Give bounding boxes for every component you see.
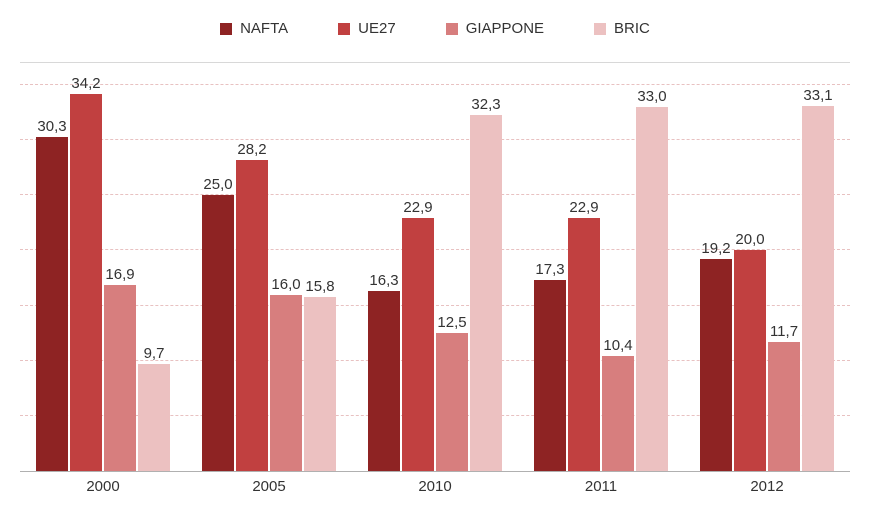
group-2010: 16,3 22,9 12,5 32,3 — [352, 63, 518, 471]
legend-swatch-bric — [594, 23, 606, 35]
x-label: 2011 — [518, 478, 684, 495]
legend: NAFTA UE27 GIAPPONE BRIC — [20, 20, 850, 37]
bar-giappone — [270, 295, 302, 471]
group-2011: 17,3 22,9 10,4 33,0 — [518, 63, 684, 471]
bar-bric — [138, 364, 170, 471]
bar-label: 16,3 — [369, 272, 398, 289]
legend-label-nafta: NAFTA — [240, 20, 288, 37]
plot-area: 30,3 34,2 16,9 9,7 25,0 — [20, 62, 850, 472]
bar-label: 11,7 — [770, 323, 798, 340]
x-label: 2000 — [20, 478, 186, 495]
bar-col: 16,9 — [104, 63, 136, 471]
legend-item-nafta: NAFTA — [220, 20, 288, 37]
bar-label: 33,0 — [637, 88, 666, 105]
legend-item-giappone: GIAPPONE — [446, 20, 544, 37]
bar-ue27 — [402, 218, 434, 471]
bar-nafta — [202, 195, 234, 471]
bar-label: 32,3 — [471, 96, 500, 113]
bar-col: 19,2 — [700, 63, 732, 471]
bar-label: 20,0 — [735, 231, 764, 248]
bar-col: 30,3 — [36, 63, 68, 471]
bar-ue27 — [568, 218, 600, 471]
bar-ue27 — [70, 94, 102, 471]
bar-nafta — [700, 259, 732, 471]
bar-giappone — [436, 333, 468, 471]
bar-col: 16,3 — [368, 63, 400, 471]
bar-col: 32,3 — [470, 63, 502, 471]
bar-col: 22,9 — [568, 63, 600, 471]
bar-bric — [470, 115, 502, 471]
bar-label: 12,5 — [437, 314, 466, 331]
bar-col: 15,8 — [304, 63, 336, 471]
bar-ue27 — [236, 160, 268, 471]
bar-col: 22,9 — [402, 63, 434, 471]
bar-label: 25,0 — [203, 176, 232, 193]
bar-nafta — [534, 280, 566, 471]
bar-bric — [636, 107, 668, 471]
bar-col: 17,3 — [534, 63, 566, 471]
bar-label: 22,9 — [403, 199, 432, 216]
bar-col: 9,7 — [138, 63, 170, 471]
x-label: 2012 — [684, 478, 850, 495]
bar-label: 16,0 — [271, 276, 300, 293]
bar-col: 10,4 — [602, 63, 634, 471]
group-2005: 25,0 28,2 16,0 15,8 — [186, 63, 352, 471]
legend-swatch-nafta — [220, 23, 232, 35]
legend-label-bric: BRIC — [614, 20, 650, 37]
group-2000: 30,3 34,2 16,9 9,7 — [20, 63, 186, 471]
bar-col: 11,7 — [768, 63, 800, 471]
bar-label: 16,9 — [105, 266, 134, 283]
bar-col: 34,2 — [70, 63, 102, 471]
bar-bric — [304, 297, 336, 471]
bar-nafta — [368, 291, 400, 471]
bar-label: 30,3 — [37, 118, 66, 135]
bar-giappone — [602, 356, 634, 471]
bar-giappone — [768, 342, 800, 471]
bar-giappone — [104, 285, 136, 471]
bar-col: 33,1 — [802, 63, 834, 471]
x-axis: 2000 2005 2010 2011 2012 — [20, 478, 850, 495]
bar-col: 20,0 — [734, 63, 766, 471]
bar-label: 15,8 — [305, 278, 334, 295]
bar-ue27 — [734, 250, 766, 471]
bar-label: 9,7 — [144, 345, 165, 362]
x-label: 2005 — [186, 478, 352, 495]
legend-label-giappone: GIAPPONE — [466, 20, 544, 37]
bar-label: 34,2 — [71, 75, 100, 92]
bar-col: 12,5 — [436, 63, 468, 471]
bar-label: 22,9 — [569, 199, 598, 216]
legend-item-bric: BRIC — [594, 20, 650, 37]
bar-label: 28,2 — [237, 141, 266, 158]
bar-bric — [802, 106, 834, 471]
bar-col: 33,0 — [636, 63, 668, 471]
bar-col: 28,2 — [236, 63, 268, 471]
chart-container: NAFTA UE27 GIAPPONE BRIC 30 — [0, 0, 870, 524]
legend-swatch-giappone — [446, 23, 458, 35]
legend-label-ue27: UE27 — [358, 20, 396, 37]
bar-col: 25,0 — [202, 63, 234, 471]
group-2012: 19,2 20,0 11,7 33,1 — [684, 63, 850, 471]
x-label: 2010 — [352, 478, 518, 495]
legend-item-ue27: UE27 — [338, 20, 396, 37]
bar-col: 16,0 — [270, 63, 302, 471]
bar-label: 19,2 — [701, 240, 730, 257]
bar-label: 10,4 — [603, 337, 632, 354]
bar-label: 17,3 — [535, 261, 564, 278]
bar-groups: 30,3 34,2 16,9 9,7 25,0 — [20, 63, 850, 471]
bar-nafta — [36, 137, 68, 471]
legend-swatch-ue27 — [338, 23, 350, 35]
bar-label: 33,1 — [803, 87, 832, 104]
